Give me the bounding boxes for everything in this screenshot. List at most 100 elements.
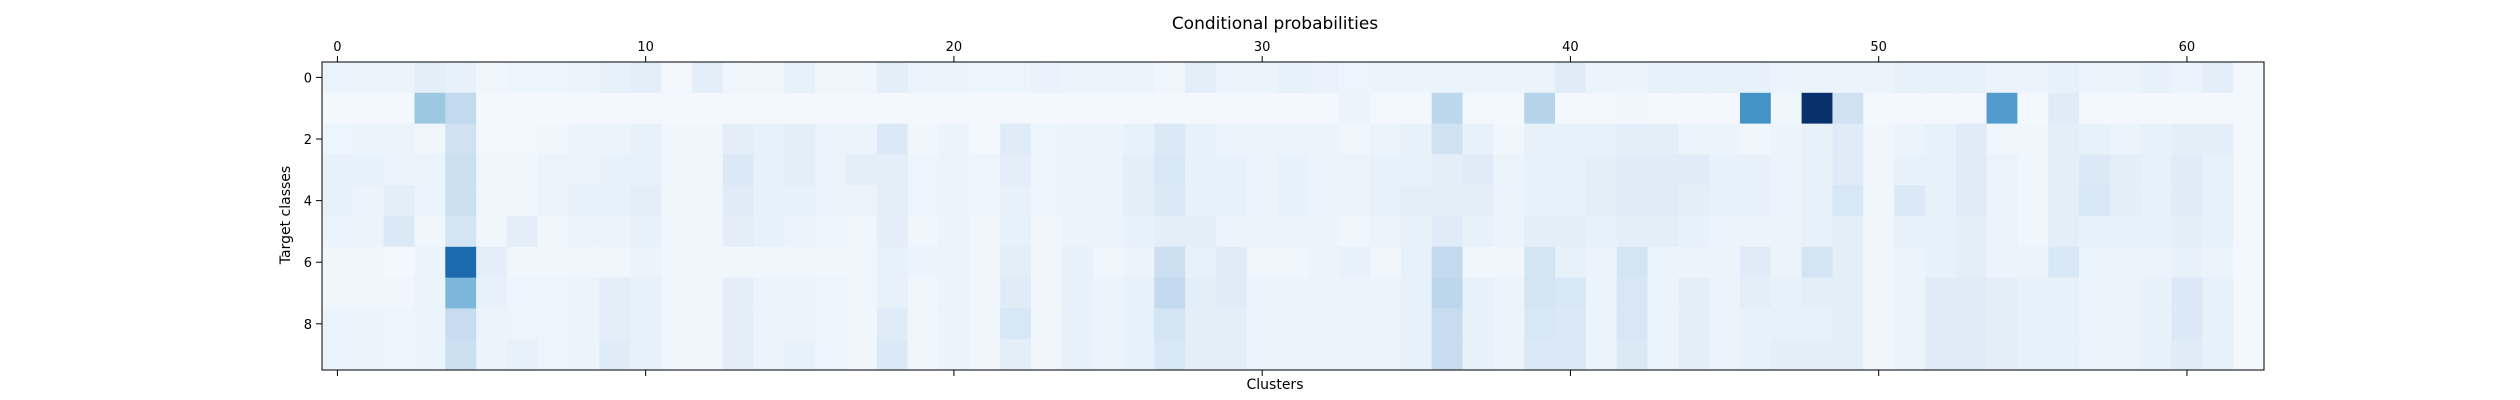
heatmap-cell [1955, 154, 1988, 186]
heatmap-cell [1678, 154, 1710, 186]
heatmap-cell [722, 185, 755, 217]
heatmap-cell [1924, 62, 1957, 94]
heatmap-cell [599, 216, 631, 248]
heatmap-cell [2017, 308, 2049, 340]
heatmap-cell [1308, 308, 1340, 340]
heatmap-cell [1400, 92, 1433, 125]
heatmap-cell [1493, 154, 1525, 186]
heatmap-cell [969, 277, 1001, 309]
heatmap-cell [383, 246, 416, 279]
heatmap-cell [537, 308, 570, 340]
heatmap-cell [383, 154, 416, 186]
heatmap-cell [414, 339, 446, 371]
heatmap-cell [1524, 92, 1556, 125]
heatmap-cell [2233, 277, 2265, 309]
heatmap-cell [2171, 246, 2203, 279]
heatmap-cell [1061, 277, 1094, 309]
heatmap-cell [1061, 185, 1094, 217]
heatmap-cell [661, 339, 693, 371]
heatmap-cell [2017, 277, 2049, 309]
heatmap-cell [2233, 123, 2265, 155]
heatmap-cell [1986, 277, 2018, 309]
heatmap-cell [445, 123, 477, 155]
heatmap-cell [753, 308, 785, 340]
heatmap-cell [445, 92, 477, 125]
heatmap-cell [722, 154, 755, 186]
heatmap-cell [2202, 123, 2234, 155]
heatmap-cell [2171, 123, 2203, 155]
x-tick-label: 60 [2179, 40, 2196, 55]
heatmap-cell [1308, 277, 1340, 309]
heatmap-cell [1154, 246, 1186, 279]
heatmap-cell [1678, 92, 1710, 125]
heatmap-cell [1555, 246, 1587, 279]
heatmap-cell [1955, 277, 1988, 309]
heatmap-cell [1616, 62, 1649, 94]
heatmap-cell [784, 154, 816, 186]
heatmap-cell [322, 123, 354, 155]
heatmap-cell [784, 62, 816, 94]
heatmap-cell [815, 216, 847, 248]
heatmap-cell [1370, 216, 1402, 248]
heatmap-cell [1924, 246, 1957, 279]
heatmap-cell [1955, 339, 1988, 371]
heatmap-cell [2109, 246, 2142, 279]
heatmap-cell [784, 185, 816, 217]
heatmap-cell [1000, 216, 1032, 248]
heatmap-cell [1832, 308, 1864, 340]
heatmap-cell [1832, 92, 1864, 125]
heatmap-cell [753, 277, 785, 309]
heatmap-cell [1308, 92, 1340, 125]
heatmap-cell [2079, 92, 2111, 125]
heatmap-cell [1863, 216, 1895, 248]
heatmap-cell [2109, 277, 2142, 309]
heatmap-cell [2048, 185, 2080, 217]
heatmap-cell [1462, 154, 1494, 186]
heatmap-cell [1801, 185, 1834, 217]
heatmap-cell [1154, 308, 1186, 340]
heatmap-cell [568, 308, 601, 340]
heatmap-cell [568, 62, 601, 94]
heatmap-cell [1308, 154, 1340, 186]
chart-title: Conditional probabilities [1172, 14, 1378, 34]
heatmap-cell [846, 339, 878, 371]
heatmap-cell [1832, 216, 1864, 248]
heatmap-cell [1955, 246, 1988, 279]
heatmap-cell [383, 216, 416, 248]
heatmap-cell [506, 123, 539, 155]
heatmap-cell [1370, 62, 1402, 94]
heatmap-cell [1678, 185, 1710, 217]
heatmap-cell [876, 154, 909, 186]
heatmap-cell [1986, 216, 2018, 248]
heatmap-cell [2171, 92, 2203, 125]
heatmap-cell [1339, 246, 1371, 279]
heatmap-cell [1185, 308, 1217, 340]
heatmap-cell [1400, 277, 1433, 309]
heatmap-cell [2079, 154, 2111, 186]
heatmap-cell [1801, 277, 1834, 309]
heatmap-cell [1185, 185, 1217, 217]
heatmap-cell [2233, 92, 2265, 125]
heatmap-cell [2233, 339, 2265, 371]
heatmap-cell [661, 246, 693, 279]
heatmap-cell [1894, 277, 1926, 309]
heatmap-cell [1616, 216, 1649, 248]
heatmap-cell [1339, 339, 1371, 371]
heatmap-cell [568, 246, 601, 279]
heatmap-cell [2079, 216, 2111, 248]
heatmap-cell [722, 339, 755, 371]
heatmap-cell [568, 154, 601, 186]
heatmap-cell [1894, 154, 1926, 186]
heatmap-cell [2048, 339, 2080, 371]
heatmap-cell [2048, 92, 2080, 125]
heatmap-cell [1154, 277, 1186, 309]
heatmap-cell [1739, 339, 1772, 371]
heatmap-cell [1709, 277, 1741, 309]
heatmap-cell [661, 185, 693, 217]
heatmap-cell [815, 62, 847, 94]
heatmap-cell [414, 308, 446, 340]
heatmap-cell [1462, 277, 1494, 309]
heatmap-cell [1678, 277, 1710, 309]
heatmap-cell [476, 308, 508, 340]
heatmap-cell [568, 185, 601, 217]
